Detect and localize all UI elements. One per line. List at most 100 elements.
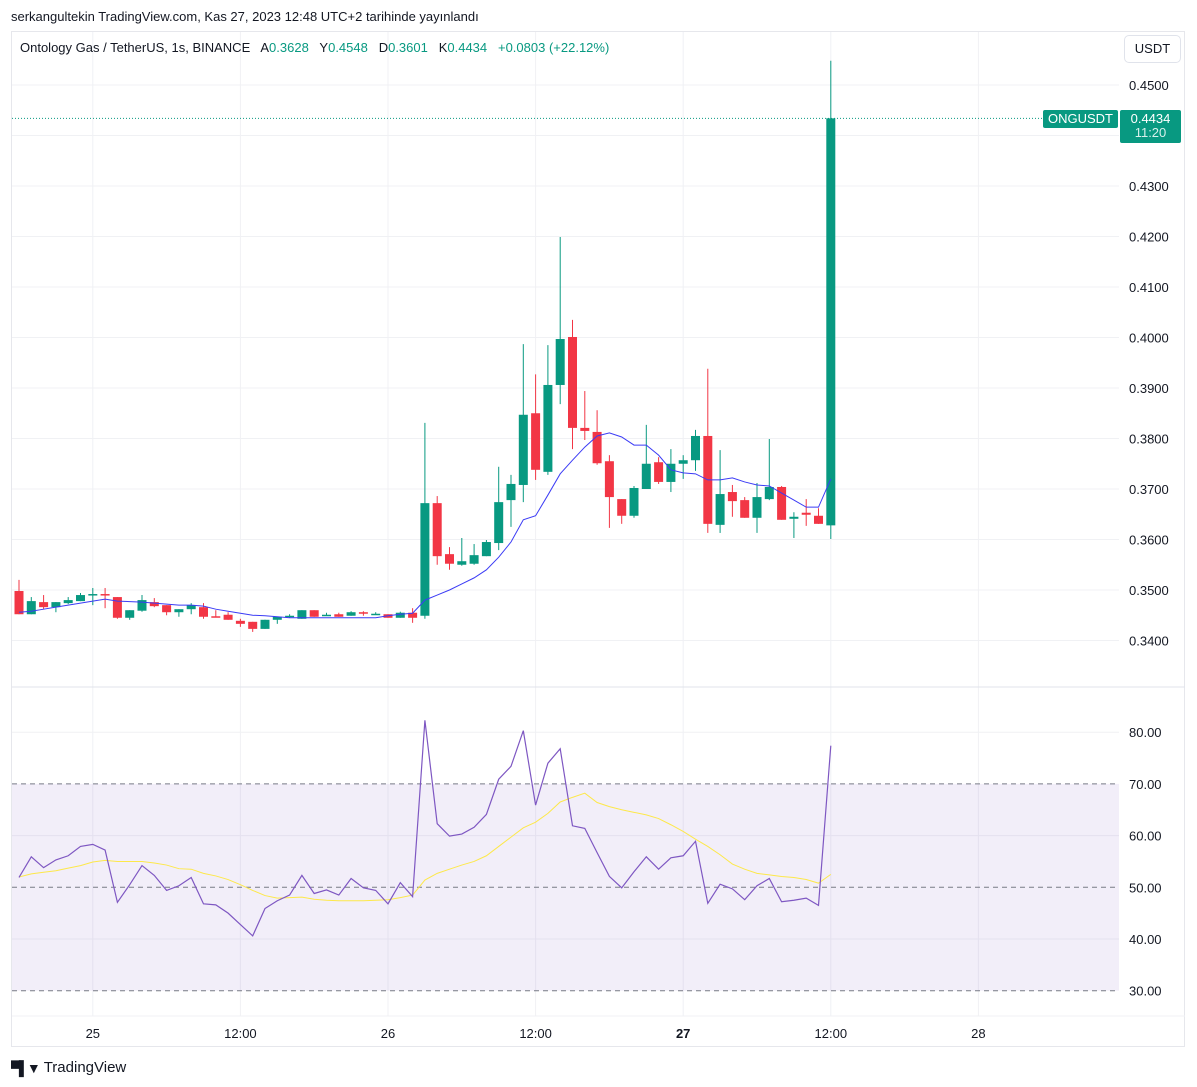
open-value: 0.3628 <box>269 40 309 55</box>
candle-down <box>432 503 442 557</box>
candle-up <box>346 612 356 616</box>
candle-up <box>506 483 516 501</box>
rsi-line <box>18 720 832 937</box>
candle-up <box>63 600 73 604</box>
high-value: 0.4548 <box>328 40 368 55</box>
symbol-title[interactable]: Ontology Gas / TetherUS, 1s, BINANCE <box>20 40 251 55</box>
price-tick-label: 0.3900 <box>1129 381 1169 396</box>
rsi-tick-label: 70.00 <box>1129 777 1162 792</box>
candle-down <box>445 554 454 564</box>
chart-frame <box>11 31 1185 1047</box>
time-tick-label: 12:00 <box>224 1026 257 1041</box>
candle-down <box>617 499 627 516</box>
candle-up <box>715 494 725 525</box>
price-tick-label: 0.3700 <box>1129 482 1169 497</box>
candle-up <box>494 502 504 544</box>
candle-up <box>629 487 639 516</box>
candle-down <box>211 616 221 618</box>
bar-countdown: 11:20 <box>1134 125 1167 140</box>
candle-up <box>260 619 270 629</box>
candle-down <box>199 607 208 617</box>
candle-up <box>691 435 700 461</box>
moving-average-line <box>18 432 832 619</box>
candle-down <box>149 602 159 607</box>
price-tick-label: 0.4000 <box>1129 331 1169 346</box>
candle-up <box>297 610 307 619</box>
time-tick-label: 12:00 <box>815 1026 848 1041</box>
candle-up <box>174 609 184 613</box>
price-tick-label: 0.3500 <box>1129 583 1169 598</box>
candle-up <box>26 601 36 615</box>
last-price-label: 0.4434 11:20 <box>1120 110 1181 143</box>
candle-down <box>235 620 245 624</box>
candle-down <box>604 461 614 498</box>
candle-up <box>137 600 147 611</box>
candle-down <box>531 413 541 470</box>
candle-down <box>654 462 664 482</box>
candle-up <box>322 614 331 617</box>
candle-up <box>371 613 381 616</box>
candle-up <box>469 555 479 564</box>
rsi-tick-label: 60.00 <box>1129 829 1162 844</box>
price-tick-label: 0.4500 <box>1129 78 1169 93</box>
price-tick-label: 0.3800 <box>1129 432 1169 447</box>
tradingview-logo[interactable]: ▀▌▼ TradingView <box>11 1059 126 1076</box>
low-value: 0.3601 <box>388 40 428 55</box>
rsi-tick-label: 40.00 <box>1129 932 1162 947</box>
candle-down <box>777 486 787 520</box>
candle-up <box>666 463 676 482</box>
candle-up <box>420 503 430 616</box>
candle-up <box>186 605 196 610</box>
indicator-lines <box>12 117 1119 937</box>
candle-down <box>309 610 319 617</box>
price-tick-label: 0.3600 <box>1129 533 1169 548</box>
candle-up <box>125 610 135 618</box>
candle-down <box>408 612 418 618</box>
rsi-tick-label: 80.00 <box>1129 725 1162 740</box>
candle-up <box>678 460 688 464</box>
time-tick-label: 12:00 <box>519 1026 552 1041</box>
candle-up <box>826 118 836 526</box>
high-label: Y <box>319 40 329 55</box>
candle-down <box>100 594 110 596</box>
last-price-value: 0.4434 <box>1130 111 1171 126</box>
price-tick-label: 0.4100 <box>1129 280 1169 295</box>
candle-up <box>88 594 98 596</box>
open-label: A <box>260 40 270 55</box>
candle-down <box>568 336 577 428</box>
time-tick-label: 26 <box>381 1026 395 1041</box>
price-tick-label: 0.4300 <box>1129 179 1169 194</box>
last-price-symbol-label: ONGUSDT <box>1043 110 1118 128</box>
candle-up <box>285 615 295 618</box>
close-label: K <box>438 40 448 55</box>
candle-up <box>641 463 651 489</box>
candle-up <box>51 602 61 608</box>
currency-button[interactable]: USDT <box>1124 35 1181 63</box>
rsi-pane <box>12 783 1119 992</box>
candle-down <box>727 492 737 502</box>
rsi-ma-line <box>18 792 832 902</box>
candle-up <box>76 595 85 602</box>
time-tick-label: 28 <box>971 1026 985 1041</box>
candles <box>14 60 836 632</box>
tradingview-logo-icon: ▀▌▼ <box>11 1059 41 1076</box>
publish-info: serkangultekin TradingView.com, Kas 27, … <box>11 9 479 24</box>
candle-down <box>162 605 172 613</box>
candle-up <box>395 612 405 618</box>
candle-down <box>39 602 49 608</box>
candle-up <box>481 542 491 557</box>
candle-up <box>555 339 565 385</box>
time-tick-label: 25 <box>86 1026 100 1041</box>
candle-down <box>580 427 590 431</box>
candle-down <box>248 621 258 629</box>
candle-up <box>457 561 467 565</box>
close-value: 0.4434 <box>447 40 488 55</box>
candle-down <box>334 614 344 617</box>
time-tick-label: 27 <box>676 1026 690 1041</box>
symbol-legend: Ontology Gas / TetherUS, 1s, BINANCE A0.… <box>20 40 609 55</box>
candle-down <box>14 591 24 615</box>
candle-up <box>789 516 799 519</box>
candle-down <box>223 614 233 620</box>
tradingview-logo-text: TradingView <box>43 1059 127 1076</box>
